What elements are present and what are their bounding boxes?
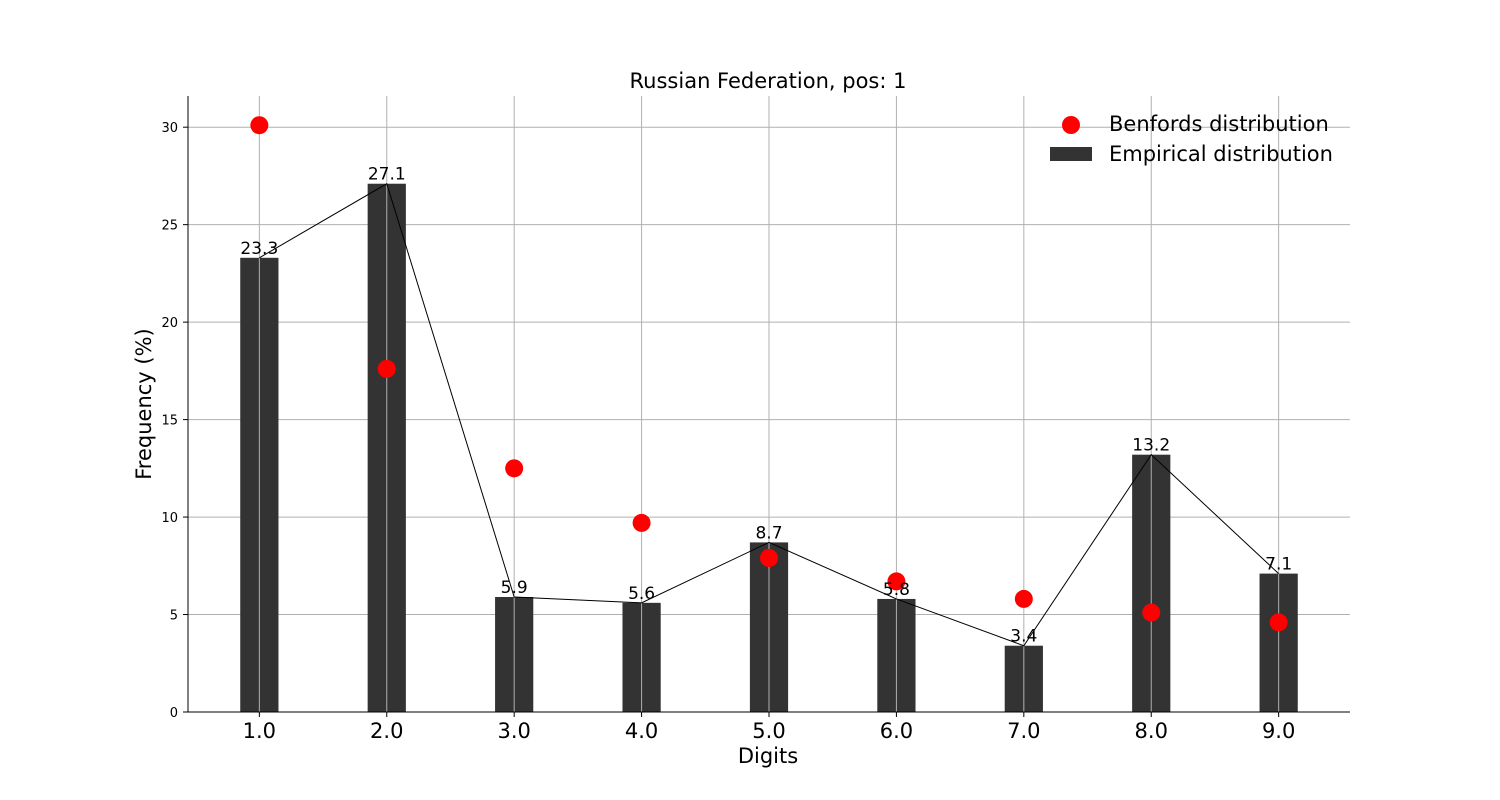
benford-point (1014, 589, 1033, 608)
bars (240, 96, 1298, 713)
y-axis-label: Frequency (%) (132, 328, 156, 480)
legend-marker-benford (1062, 116, 1080, 134)
bar-value-label: 5.6 (628, 584, 655, 604)
x-tick-label: 8.0 (1135, 719, 1168, 743)
x-tick-label: 3.0 (497, 719, 530, 743)
bar-value-label: 23.3 (240, 239, 278, 259)
legend-label-empirical: Empirical distribution (1109, 142, 1333, 166)
y-tick-label: 30 (161, 121, 178, 136)
legend-label-benford: Benfords distribution (1109, 112, 1329, 136)
y-tick-label: 25 (161, 219, 178, 234)
benford-point (1142, 603, 1161, 622)
benford-point (505, 459, 524, 478)
x-axis-label: Digits (738, 744, 798, 768)
chart-title: Russian Federation, pos: 1 (630, 69, 907, 93)
bar-value-label: 13.2 (1132, 436, 1170, 456)
x-tick-label: 5.0 (752, 719, 785, 743)
bar-value-label: 3.4 (1010, 627, 1037, 647)
bar-value-label: 5.9 (501, 578, 528, 598)
y-tick-label: 0 (170, 706, 178, 721)
benford-point (632, 513, 651, 532)
y-tick-label: 5 (170, 609, 178, 624)
x-tick-label: 4.0 (625, 719, 658, 743)
x-tick-label: 2.0 (370, 719, 403, 743)
bar-value-label: 27.1 (368, 165, 406, 185)
bar-value-label: 5.8 (883, 580, 910, 600)
benford-point (887, 572, 906, 591)
axes: 0 5 10 15 20 25 30 1.0 2.0 3.0 4.0 5.0 6.0 7.0 8.0 9.0 (161, 96, 1350, 743)
x-tick-label: 9.0 (1262, 719, 1295, 743)
empirical-line (259, 182, 1279, 647)
y-tick-label: 15 (161, 414, 178, 429)
y-tick-label: 20 (161, 316, 178, 331)
benford-points (250, 116, 1288, 632)
bar-value-label: 7.1 (1265, 555, 1292, 575)
legend: Benfords distribution Empirical distribut… (1050, 112, 1333, 166)
bar-labels: 23.3 27.1 5.9 5.6 8.7 5.8 3.4 13.2 7.1 (240, 165, 1292, 647)
benford-point (1269, 613, 1288, 632)
benford-point (377, 359, 396, 378)
legend-marker-empirical (1050, 147, 1092, 161)
x-tick-label: 1.0 (243, 719, 276, 743)
benford-point (250, 116, 269, 135)
benford-point (760, 549, 778, 567)
bar-value-label: 8.7 (755, 523, 782, 543)
x-tick-label: 6.0 (880, 719, 913, 743)
x-tick-label: 7.0 (1007, 719, 1040, 743)
y-tick-label: 10 (161, 511, 178, 526)
connecting-line (259, 182, 1279, 647)
